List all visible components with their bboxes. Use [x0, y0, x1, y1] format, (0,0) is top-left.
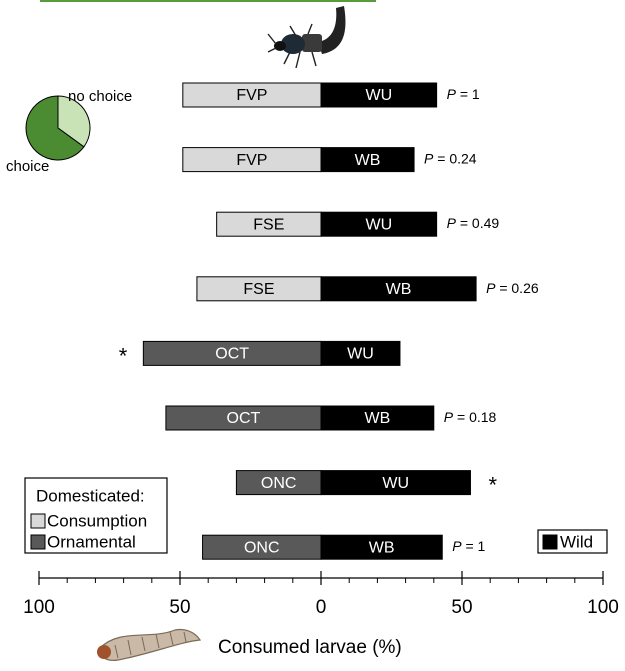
bar-label: FVP [236, 87, 267, 104]
annotation: P = 1 [452, 538, 485, 554]
bar-label: WB [369, 539, 395, 556]
x-tick-label: 50 [169, 597, 190, 618]
legend-label: Consumption [47, 511, 147, 530]
bar-label: OCT [227, 410, 261, 427]
annotation-text: = 0.24 [433, 150, 476, 166]
legend-label: Ornamental [47, 532, 136, 551]
larva-icon [97, 629, 200, 660]
bar-label: WB [386, 281, 412, 298]
beetle-icon [268, 6, 345, 68]
legend-swatch [543, 535, 557, 549]
bar-label: WU [365, 87, 392, 104]
legend-title: Domesticated: [36, 486, 145, 505]
pie-label: choice [6, 158, 49, 175]
x-tick-label: 100 [23, 597, 55, 618]
annotation: P = 0.24 [424, 150, 477, 166]
annotation-text: = 1 [462, 538, 486, 554]
bar-label: WU [365, 216, 392, 233]
annotation-text: = 0.49 [456, 215, 499, 231]
legend-swatch [31, 535, 45, 549]
pie-label: no choice [68, 88, 132, 105]
annotation-text: * [488, 472, 497, 497]
x-axis-label: Consumed larvae (%) [218, 637, 402, 658]
bar-label: WU [347, 346, 374, 363]
bar-label: WU [382, 475, 409, 492]
bar-label: ONC [261, 475, 297, 492]
bar-label: FSE [253, 216, 284, 233]
annotation-text: * [119, 343, 128, 368]
x-tick-label: 0 [316, 597, 327, 618]
annotation: * [119, 343, 128, 368]
bar-label: ONC [244, 539, 280, 556]
bar-label: WB [355, 152, 381, 169]
annotation: P = 1 [447, 86, 480, 102]
legend-swatch [31, 514, 45, 528]
x-tick-label: 50 [451, 597, 472, 618]
annotation: P = 0.18 [444, 409, 497, 425]
bar-label: WB [365, 410, 391, 427]
bar-label: FVP [236, 152, 267, 169]
annotation: P = 0.26 [486, 280, 539, 296]
bar-label: OCT [215, 346, 249, 363]
legend-label: Wild [560, 532, 593, 551]
annotation-text: = 0.18 [453, 409, 496, 425]
bar-label: FSE [243, 281, 274, 298]
x-tick-label: 100 [587, 597, 619, 618]
annotation: * [488, 472, 497, 497]
annotation: P = 0.49 [447, 215, 500, 231]
annotation-text: = 1 [456, 86, 480, 102]
chart: Domesticated: Consumed larvae (%) 100 50 0… [0, 0, 625, 671]
annotation-text: = 0.26 [495, 280, 538, 296]
